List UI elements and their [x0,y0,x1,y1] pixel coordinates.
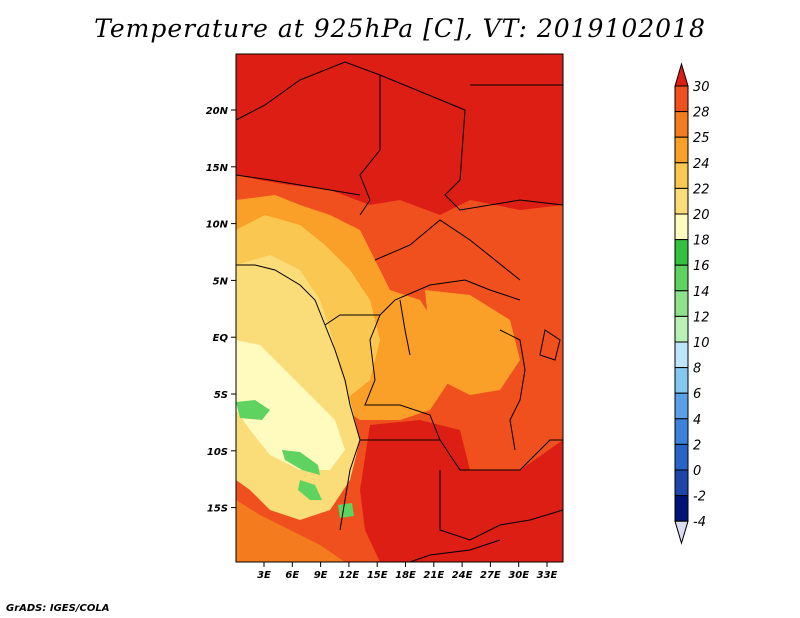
colorbar-swatch [674,469,689,497]
colorbar-swatch [674,418,689,445]
colorbar-swatch [674,264,689,292]
field-green-patch-3 [298,480,322,500]
colorbar-label: 18 [693,234,710,249]
lat-tick-label: 15N [206,163,229,174]
colorbar-swatch [674,495,689,522]
colorbar-label: -2 [693,490,706,505]
lon-tick-label: 27E [480,570,501,581]
colorbar-swatch [674,239,689,266]
credit-text: GrADS: IGES/COLA [6,603,110,614]
colorbar-swatch [674,392,689,420]
colorbar-label: 4 [693,413,701,428]
lon-tick-label: 12E [339,570,360,581]
lon-tick-label: 30E [508,570,529,581]
lat-tick-label: 10N [206,220,229,231]
colorbar-swatch [674,136,689,164]
lat-tick-label: 15S [207,504,228,515]
colorbar-swatch [674,315,689,343]
lon-tick-label: 33E [537,570,558,581]
lon-tick-label: 18E [395,570,416,581]
longitude-axis: 3E 6E 9E 12E 15E 18E 21E 24E 27E 30E 33E [257,562,558,581]
colorbar-swatch [674,213,689,241]
country-borders [235,61,564,563]
colorbar-label: 0 [693,464,701,479]
colorbar-label: 6 [693,387,701,402]
colorbar-label: 2 [693,438,701,453]
colorbar-bottom-arrow [674,520,689,545]
field-green-patch-4 [338,503,354,518]
colorbar-swatch [674,85,689,113]
colorbar-label: 22 [693,182,710,197]
colorbar-label: 10 [693,336,710,351]
colorbar-swatch [674,367,689,394]
latitude-axis: 20N 15N 10N 5N EQ 5S 10S 15S [206,106,236,515]
field-green-patch-1 [236,400,270,420]
colorbar-swatch [674,162,689,189]
colorbar-label: 8 [693,362,701,377]
lon-tick-label: 9E [314,570,328,581]
colorbar-swatch [674,290,689,317]
colorbar-label: 30 [693,80,710,95]
colorbar-label: 24 [693,157,710,172]
lon-tick-label: 15E [367,570,388,581]
colorbar-swatch [674,443,689,471]
lat-tick-label: 20N [206,106,229,117]
colorbar-label: 28 [693,106,710,121]
field-sw-mid [236,500,345,562]
lon-tick-label: 3E [257,570,271,581]
field-hot-north [236,54,563,215]
colorbar-label: 14 [693,285,710,300]
lat-tick-label: 5N [213,276,229,287]
lon-tick-label: 6E [285,570,299,581]
lon-tick-label: 21E [423,570,444,581]
field-green-patch-2 [282,450,320,475]
colorbar-label: 16 [693,259,710,274]
colorbar-swatch [674,341,689,369]
temperature-field [236,54,563,562]
colorbar-label: 20 [693,208,710,223]
colorbar-label: 25 [693,131,710,146]
lat-tick-label: 10S [207,447,228,458]
colorbar-label: -4 [693,515,706,530]
colorbar-swatch [674,111,689,138]
lon-tick-label: 24E [452,570,473,581]
map-frame [235,53,564,563]
field-mild-east [425,290,520,395]
field-hot-south [360,420,563,562]
map-title: Temperature at 925hPa [C], VT: 201910201… [94,14,706,43]
lat-tick-label: EQ [213,333,229,344]
colorbar-swatch [674,187,689,215]
colorbar-label: 12 [693,310,710,325]
field-coolest [236,340,345,470]
lat-tick-label: 5S [214,390,228,401]
colorbar-top-arrow [674,62,689,87]
